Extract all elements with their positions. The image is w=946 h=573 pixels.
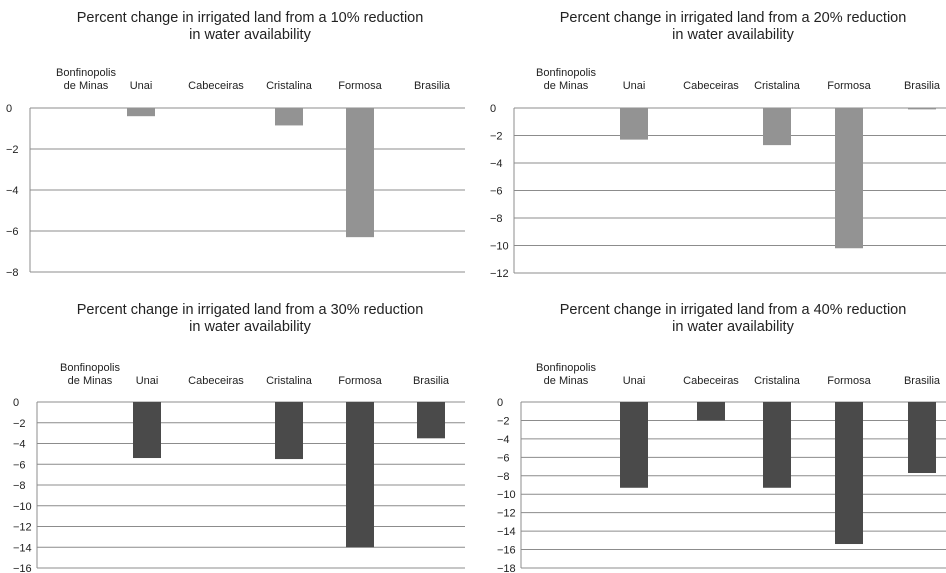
bar-brasilia (908, 402, 936, 474)
bar-formosa (835, 402, 863, 545)
bar-cristalina (763, 108, 791, 146)
bar-unai (133, 402, 161, 459)
y-tick-label: −4 (13, 439, 26, 451)
bar-formosa (835, 108, 863, 249)
category-label: de Minas (68, 375, 113, 387)
y-tick-label: −12 (490, 268, 509, 280)
y-tick-label: 0 (497, 397, 503, 409)
category-label: Cristalina (266, 80, 313, 92)
y-tick-label: −12 (13, 522, 32, 534)
y-tick-label: −14 (13, 542, 32, 554)
category-label: Brasilia (904, 80, 941, 92)
y-tick-label: −16 (497, 545, 516, 557)
category-label: Brasilia (413, 375, 450, 387)
chart-title: in water availability (672, 27, 794, 43)
bar-cristalina (275, 108, 303, 126)
bar-brasilia (417, 402, 445, 439)
y-tick-label: −6 (497, 452, 510, 464)
category-label: Bonfinopolis (536, 67, 596, 79)
bar-brasilia (908, 108, 936, 110)
y-tick-label: −6 (490, 186, 503, 198)
chart-title: Percent change in irrigated land from a … (77, 302, 424, 318)
bar-formosa (346, 108, 374, 238)
y-tick-label: −12 (497, 508, 516, 520)
category-label: Brasilia (904, 375, 941, 387)
y-tick-label: −2 (497, 415, 510, 427)
y-tick-label: 0 (6, 103, 12, 115)
y-tick-label: −4 (490, 158, 503, 170)
category-label: Cabeceiras (683, 80, 739, 92)
bar-unai (620, 108, 648, 140)
bar-cabeceiras (697, 402, 725, 421)
y-tick-label: −4 (497, 434, 510, 446)
chart-panel-3: Percent change in irrigated land from a … (13, 302, 465, 573)
category-label: Bonfinopolis (60, 362, 120, 374)
category-label: Cabeceiras (188, 80, 244, 92)
category-label: Cristalina (754, 375, 801, 387)
y-tick-label: −2 (490, 131, 503, 143)
category-label: Unai (623, 80, 646, 92)
bar-unai (127, 108, 155, 117)
chart-title: Percent change in irrigated land from a … (77, 10, 424, 26)
chart-panel-2: Percent change in irrigated land from a … (490, 10, 946, 280)
y-tick-label: −6 (6, 226, 19, 238)
y-tick-label: −8 (490, 213, 503, 225)
y-tick-label: −2 (13, 418, 26, 430)
y-tick-label: −18 (497, 563, 516, 573)
category-label: Formosa (338, 375, 382, 387)
category-label: Unai (623, 375, 646, 387)
y-tick-label: −8 (497, 471, 510, 483)
chart-title: in water availability (189, 27, 311, 43)
category-label: Cristalina (754, 80, 801, 92)
chart-title: in water availability (672, 319, 794, 335)
category-label: Cabeceiras (188, 375, 244, 387)
bar-unai (620, 402, 648, 488)
category-label: de Minas (544, 80, 589, 92)
bar-formosa (346, 402, 374, 548)
y-tick-label: −16 (13, 563, 32, 573)
y-tick-label: −6 (13, 459, 26, 471)
chart-panel-4: Percent change in irrigated land from a … (497, 302, 946, 573)
category-label: de Minas (64, 80, 109, 92)
y-tick-label: −14 (497, 526, 516, 538)
category-label: Unai (130, 80, 153, 92)
category-label: Brasilia (414, 80, 451, 92)
category-label: Cabeceiras (683, 375, 739, 387)
y-tick-label: −8 (6, 267, 19, 279)
category-label: de Minas (544, 375, 589, 387)
category-label: Bonfinopolis (536, 362, 596, 374)
bar-cristalina (763, 402, 791, 488)
chart-title: Percent change in irrigated land from a … (560, 10, 907, 26)
category-label: Formosa (827, 375, 871, 387)
y-tick-label: −10 (497, 489, 516, 501)
category-label: Formosa (338, 80, 382, 92)
y-tick-label: −2 (6, 144, 19, 156)
y-tick-label: −10 (13, 501, 32, 513)
category-label: Cristalina (266, 375, 313, 387)
y-tick-label: −10 (490, 241, 509, 253)
chart-title: in water availability (189, 319, 311, 335)
chart-panel-1: Percent change in irrigated land from a … (6, 10, 465, 279)
y-tick-label: −4 (6, 185, 19, 197)
y-tick-label: 0 (13, 397, 19, 409)
chart-title: Percent change in irrigated land from a … (560, 302, 907, 318)
category-label: Formosa (827, 80, 871, 92)
category-label: Unai (136, 375, 159, 387)
bar-cristalina (275, 402, 303, 460)
y-tick-label: 0 (490, 103, 496, 115)
category-label: Bonfinopolis (56, 67, 116, 79)
y-tick-label: −8 (13, 480, 26, 492)
